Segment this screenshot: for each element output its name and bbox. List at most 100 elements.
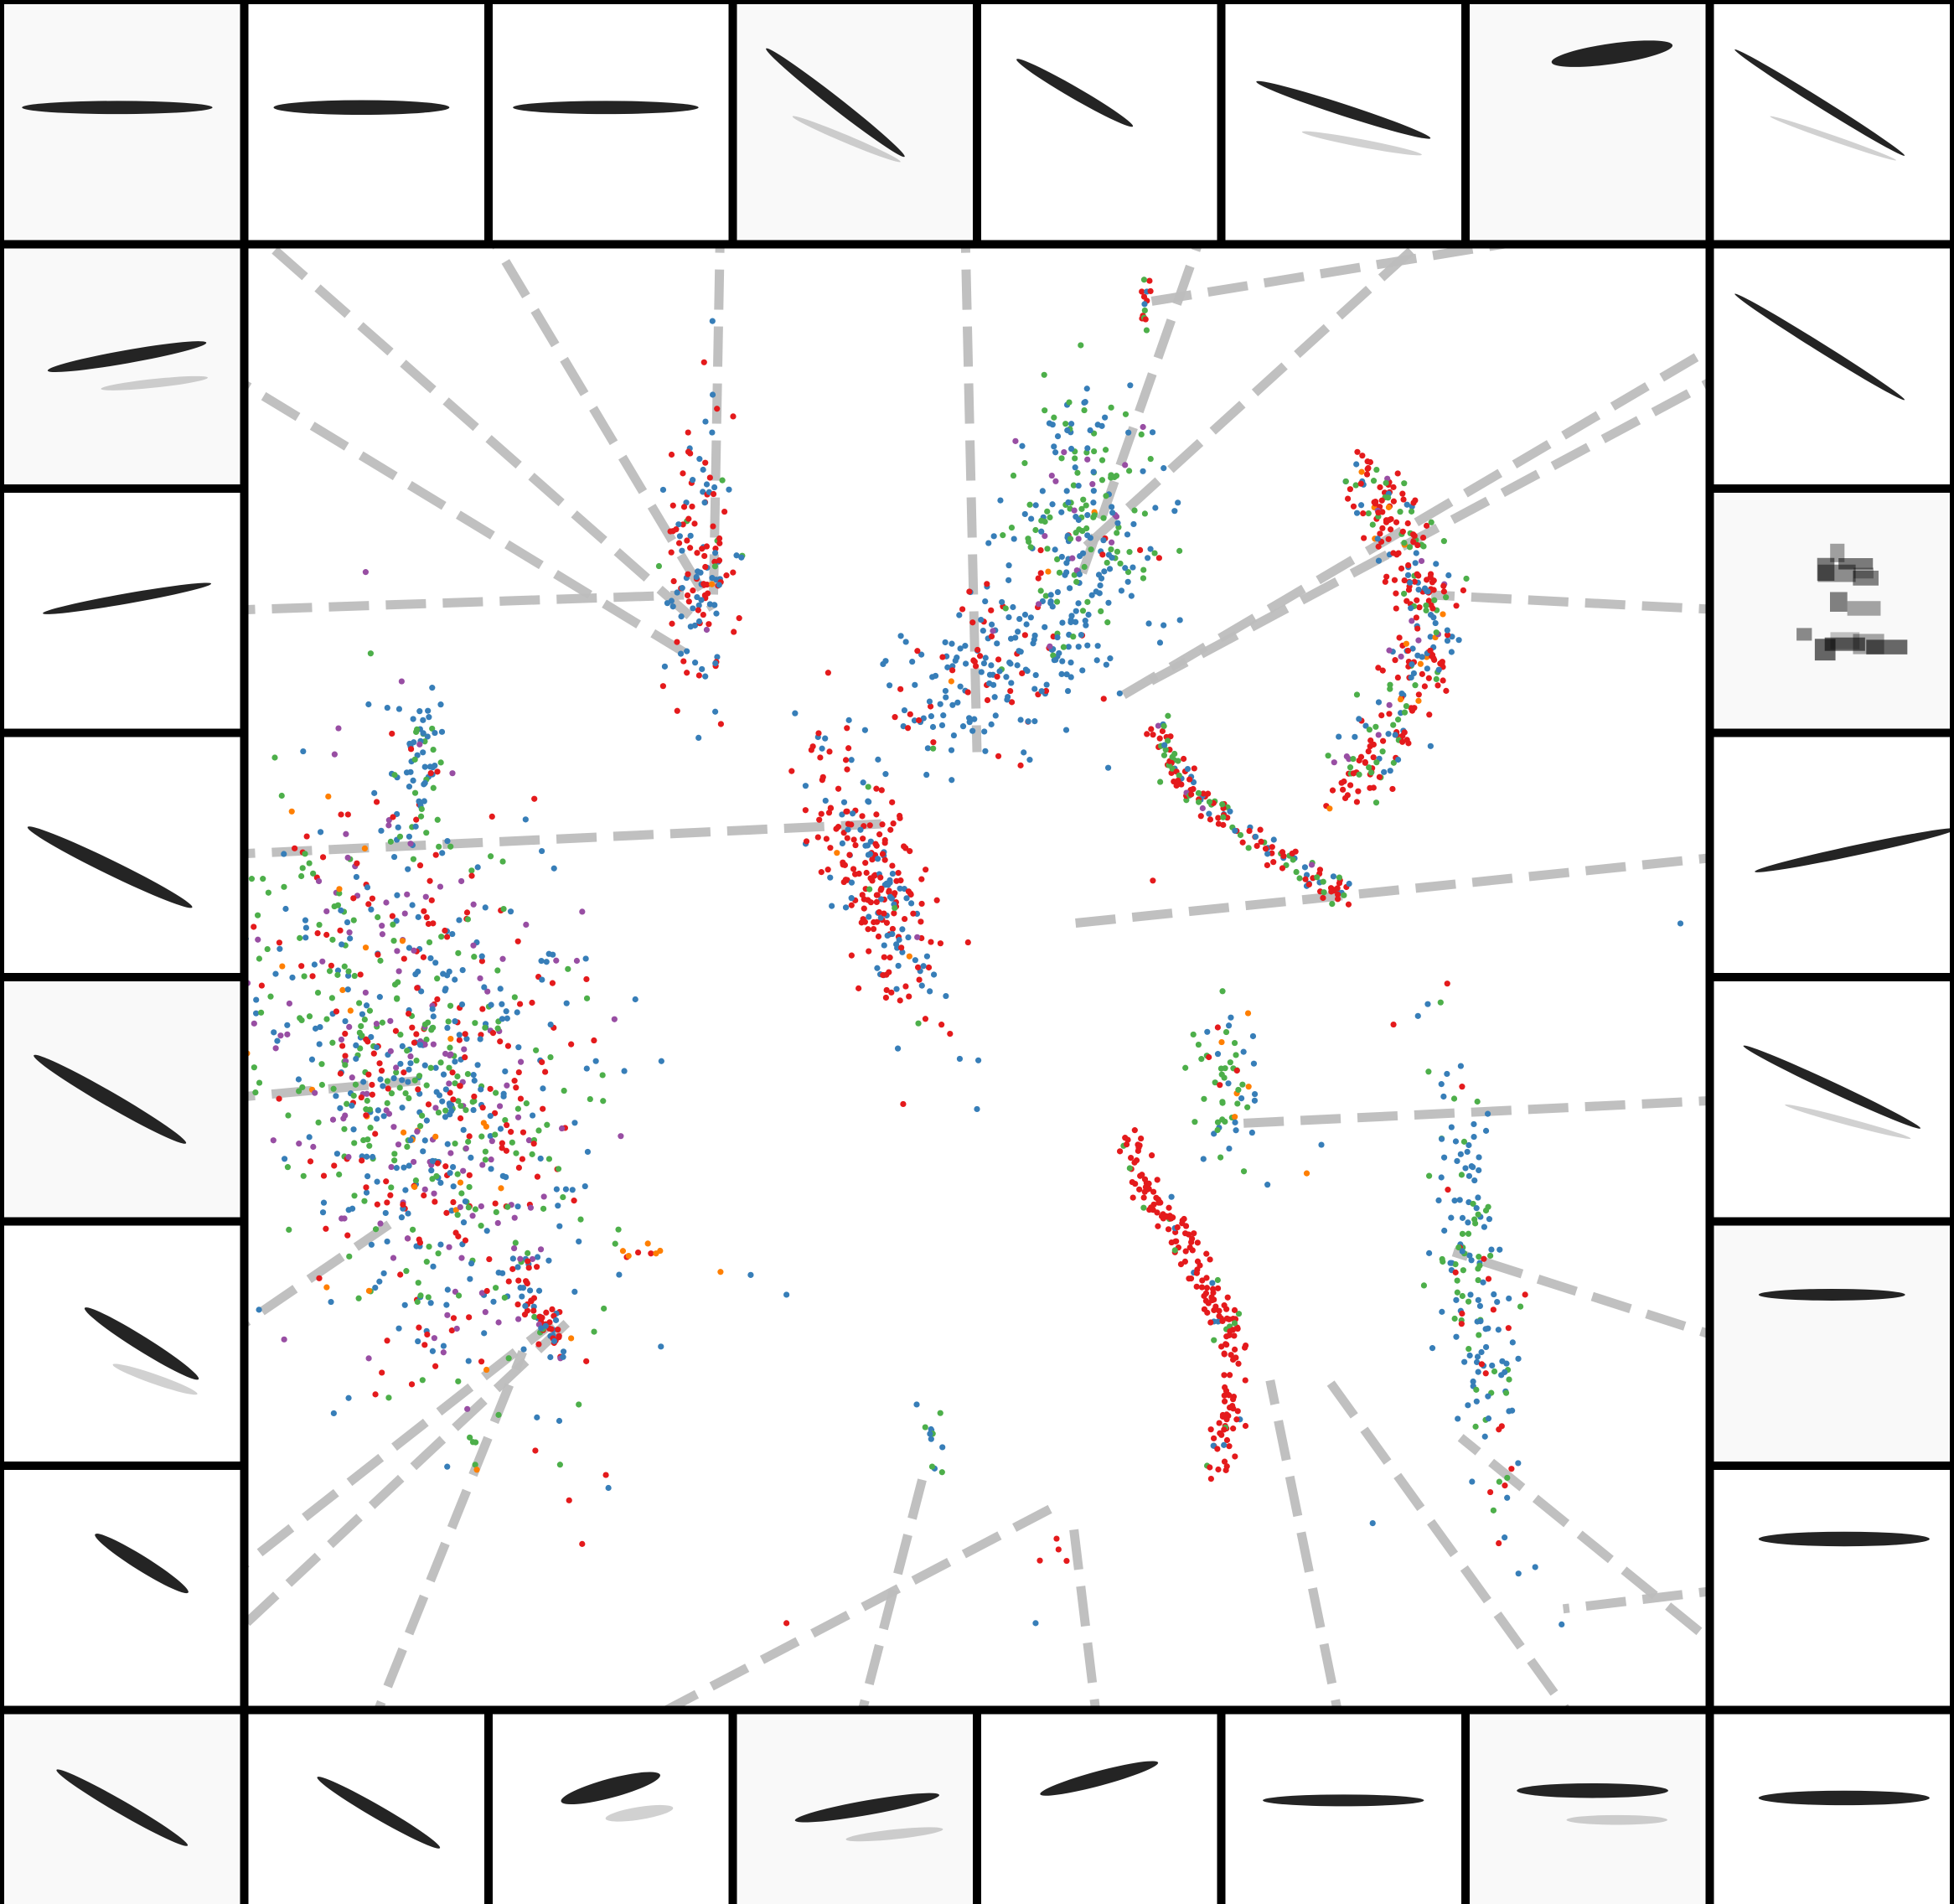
point-c6 bbox=[265, 889, 271, 896]
connector-t7 bbox=[1121, 208, 1945, 700]
thumbnail-tile-t18[interactable] bbox=[732, 1710, 978, 1904]
point-c3 bbox=[1021, 460, 1028, 467]
point-c4 bbox=[1146, 277, 1153, 284]
point-c2 bbox=[1016, 615, 1023, 623]
thumbnail-tile-t6[interactable] bbox=[1466, 0, 1710, 245]
point-c6 bbox=[344, 1100, 350, 1107]
point-k2 bbox=[1330, 873, 1337, 880]
thumbnail-tile-t3[interactable] bbox=[732, 0, 978, 245]
point-c6 bbox=[383, 899, 390, 906]
point-c6 bbox=[612, 1240, 618, 1247]
point-c6 bbox=[444, 1286, 451, 1293]
point-k1 bbox=[1403, 737, 1410, 743]
point-c6 bbox=[317, 1023, 323, 1031]
point-c10 bbox=[1451, 1315, 1458, 1322]
point-c3 bbox=[1079, 550, 1087, 556]
point-c6 bbox=[371, 789, 378, 796]
point-c6 bbox=[539, 847, 545, 855]
point-c7 bbox=[818, 869, 825, 876]
point-k1 bbox=[1379, 525, 1386, 531]
thumbnail-tile-t2[interactable] bbox=[488, 0, 733, 245]
thumbnail-tile-t7[interactable] bbox=[1709, 0, 1954, 245]
thumbnail-tile-t17[interactable] bbox=[977, 1710, 1222, 1904]
point-c8 bbox=[1217, 1082, 1223, 1089]
point-k1 bbox=[1433, 675, 1440, 683]
point-c6 bbox=[416, 862, 424, 869]
point-c7 bbox=[927, 988, 933, 995]
thumbnail-tile-t19[interactable] bbox=[488, 1710, 733, 1904]
thumbnail-tile-t27[interactable] bbox=[0, 244, 245, 489]
thumbnail-tile-t20[interactable] bbox=[244, 1710, 489, 1904]
point-c6 bbox=[317, 829, 324, 836]
point-k2 bbox=[1289, 850, 1295, 857]
point-c6 bbox=[401, 955, 407, 962]
thumbnail-tile-t21[interactable] bbox=[0, 1710, 245, 1904]
point-c6 bbox=[258, 982, 265, 989]
thumbnail-tile-t14[interactable] bbox=[1709, 1710, 1954, 1904]
point-c3 bbox=[1089, 481, 1096, 488]
point-sparse-6 bbox=[783, 1620, 790, 1627]
point-c10 bbox=[1480, 1279, 1486, 1286]
point-c6 bbox=[320, 1172, 328, 1179]
point-c1 bbox=[668, 451, 675, 458]
point-k2 bbox=[1206, 810, 1212, 817]
point-c6 bbox=[534, 1254, 541, 1260]
thumbnail-tile-t9[interactable] bbox=[1709, 489, 1954, 733]
point-c2 bbox=[927, 703, 934, 710]
point-k1 bbox=[1386, 647, 1393, 654]
point-c6 bbox=[519, 1156, 526, 1162]
thumbnail-tile-t5[interactable] bbox=[1221, 0, 1466, 245]
point-c6 bbox=[333, 1151, 341, 1157]
thumbnail-tile-t10[interactable] bbox=[1709, 732, 1954, 978]
point-c6 bbox=[385, 1394, 392, 1401]
thumbnail-tile-t24[interactable] bbox=[0, 977, 245, 1222]
point-c1 bbox=[700, 489, 706, 495]
thumbnail-tile-t12[interactable] bbox=[1709, 1221, 1954, 1467]
point-k3 bbox=[1182, 1248, 1189, 1255]
point-c6 bbox=[462, 1237, 469, 1244]
point-c6 bbox=[473, 1467, 480, 1473]
point-c2 bbox=[911, 717, 918, 724]
point-k1 bbox=[1416, 604, 1423, 611]
thumbnail-tile-t25[interactable] bbox=[0, 732, 245, 978]
point-k1 bbox=[1411, 532, 1418, 539]
point-k1 bbox=[1392, 657, 1398, 664]
point-k3 bbox=[1138, 1135, 1145, 1142]
point-c6 bbox=[400, 1129, 407, 1136]
point-c3 bbox=[1075, 536, 1082, 542]
point-c1 bbox=[687, 532, 694, 539]
point-k3 bbox=[1223, 1411, 1230, 1418]
thumbnail-tile-t8[interactable] bbox=[1709, 244, 1954, 489]
thumbnail-tile-t22[interactable] bbox=[0, 1466, 245, 1710]
point-c2 bbox=[1156, 639, 1164, 646]
point-c6 bbox=[582, 1182, 588, 1190]
point-k2 bbox=[1161, 742, 1168, 748]
point-c7 bbox=[845, 820, 851, 827]
point-c10 bbox=[1451, 1198, 1458, 1204]
point-c7 bbox=[877, 896, 885, 903]
point-c6 bbox=[435, 1250, 442, 1257]
thumbnail-tile-t23[interactable] bbox=[0, 1221, 245, 1467]
thumbnail-tile-t4[interactable] bbox=[977, 0, 1222, 245]
point-c1 bbox=[685, 515, 692, 522]
point-c6 bbox=[592, 1058, 599, 1064]
point-c6 bbox=[503, 1147, 509, 1154]
thumbnail-tile-t0[interactable] bbox=[0, 0, 245, 245]
point-c6 bbox=[316, 921, 323, 929]
point-k1 bbox=[1374, 536, 1381, 542]
point-c8 bbox=[1233, 1127, 1239, 1134]
point-c6 bbox=[423, 913, 430, 921]
thumbnail-tile-t15[interactable] bbox=[1466, 1710, 1710, 1904]
thumbnail-tile-t13[interactable] bbox=[1709, 1466, 1954, 1710]
point-k1 bbox=[1403, 501, 1410, 508]
point-c6 bbox=[458, 1190, 465, 1197]
thumbnail-tile-t26[interactable] bbox=[0, 489, 245, 733]
point-c3 bbox=[1079, 667, 1086, 674]
thumbnail-tile-t11[interactable] bbox=[1709, 977, 1954, 1222]
point-c1 bbox=[684, 592, 691, 599]
point-c6 bbox=[284, 1164, 292, 1171]
thumbnail-tile-t16[interactable] bbox=[1221, 1710, 1466, 1904]
point-c5 bbox=[430, 746, 437, 753]
thumbnail-tile-t1[interactable] bbox=[244, 0, 489, 245]
